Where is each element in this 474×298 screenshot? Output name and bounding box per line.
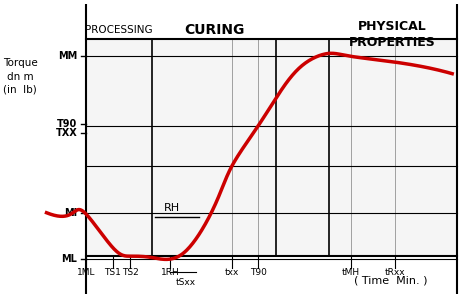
Text: Torque
dn m
(in  lb): Torque dn m (in lb) bbox=[3, 58, 37, 95]
Text: tMH: tMH bbox=[342, 268, 360, 277]
Text: T90: T90 bbox=[250, 268, 266, 277]
Text: PROCESSING: PROCESSING bbox=[85, 25, 153, 35]
Text: CURING: CURING bbox=[184, 23, 244, 37]
Text: TS1: TS1 bbox=[104, 268, 121, 277]
Text: tSxx: tSxx bbox=[175, 278, 195, 287]
Text: MM: MM bbox=[58, 51, 77, 61]
Bar bbox=[86, 39, 456, 256]
Text: txx: txx bbox=[225, 268, 239, 277]
Text: MI: MI bbox=[64, 208, 77, 218]
Text: ML: ML bbox=[62, 254, 77, 264]
Text: ( Time  Min. ): ( Time Min. ) bbox=[354, 275, 427, 285]
Text: 1RH: 1RH bbox=[161, 268, 179, 277]
Text: TXX: TXX bbox=[55, 128, 77, 138]
Text: 1ML: 1ML bbox=[77, 268, 95, 277]
Text: PHYSICAL
PROPERTIES: PHYSICAL PROPERTIES bbox=[349, 20, 436, 49]
Text: TS2: TS2 bbox=[122, 268, 139, 277]
Text: RH: RH bbox=[164, 203, 180, 213]
Text: tRxx: tRxx bbox=[384, 268, 405, 277]
Text: T90: T90 bbox=[57, 119, 77, 129]
